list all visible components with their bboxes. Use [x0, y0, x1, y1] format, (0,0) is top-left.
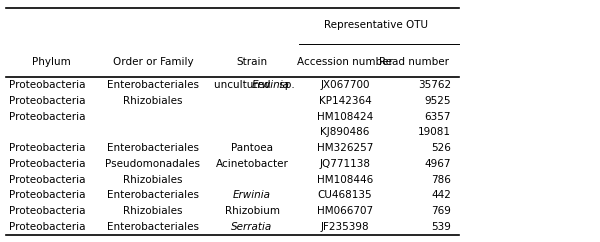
Text: 769: 769: [431, 206, 451, 216]
Text: uncultured: uncultured: [214, 80, 274, 90]
Text: JF235398: JF235398: [320, 222, 370, 232]
Text: 19081: 19081: [418, 128, 451, 137]
Text: Order or Family: Order or Family: [113, 57, 193, 67]
Text: JX067700: JX067700: [320, 80, 370, 90]
Text: Proteobacteria: Proteobacteria: [9, 222, 86, 232]
Text: Pantoea: Pantoea: [231, 143, 273, 153]
Text: Rhizobiales: Rhizobiales: [123, 206, 183, 216]
Text: Enterobacteriales: Enterobacteriales: [107, 222, 199, 232]
Text: Enterobacteriales: Enterobacteriales: [107, 143, 199, 153]
Text: JQ771138: JQ771138: [320, 159, 371, 169]
Text: 4967: 4967: [425, 159, 451, 169]
Text: Proteobacteria: Proteobacteria: [9, 143, 86, 153]
Text: 35762: 35762: [418, 80, 451, 90]
Text: Serratia: Serratia: [232, 222, 272, 232]
Text: HM108424: HM108424: [317, 112, 373, 122]
Text: Enterobacteriales: Enterobacteriales: [107, 190, 199, 200]
Text: Proteobacteria: Proteobacteria: [9, 80, 86, 90]
Text: Representative OTU: Representative OTU: [324, 20, 428, 30]
Text: HM066707: HM066707: [317, 206, 373, 216]
Text: 9525: 9525: [425, 96, 451, 106]
Text: 526: 526: [431, 143, 451, 153]
Text: HM108446: HM108446: [317, 175, 373, 185]
Text: Erwinia: Erwinia: [233, 190, 271, 200]
Text: KP142364: KP142364: [319, 96, 371, 106]
Text: 6357: 6357: [425, 112, 451, 122]
Text: Proteobacteria: Proteobacteria: [9, 112, 86, 122]
Text: Proteobacteria: Proteobacteria: [9, 175, 86, 185]
Text: Pseudomonadales: Pseudomonadales: [106, 159, 200, 169]
Text: Strain: Strain: [236, 57, 268, 67]
Text: 442: 442: [431, 190, 451, 200]
Text: HM326257: HM326257: [317, 143, 373, 153]
Text: Proteobacteria: Proteobacteria: [9, 206, 86, 216]
Text: Rhizobium: Rhizobium: [224, 206, 280, 216]
Text: Accession number: Accession number: [297, 57, 393, 67]
Text: Phylum: Phylum: [32, 57, 70, 67]
Text: Proteobacteria: Proteobacteria: [9, 96, 86, 106]
Text: Proteobacteria: Proteobacteria: [9, 159, 86, 169]
Text: Rhizobiales: Rhizobiales: [123, 96, 183, 106]
Text: Enterobacteriales: Enterobacteriales: [107, 80, 199, 90]
Text: Rhizobiales: Rhizobiales: [123, 175, 183, 185]
Text: KJ890486: KJ890486: [320, 128, 370, 137]
Text: Acinetobacter: Acinetobacter: [215, 159, 289, 169]
Text: 539: 539: [431, 222, 451, 232]
Text: sp.: sp.: [277, 80, 295, 90]
Text: Proteobacteria: Proteobacteria: [9, 190, 86, 200]
Text: 786: 786: [431, 175, 451, 185]
Text: CU468135: CU468135: [317, 190, 373, 200]
Text: Read number: Read number: [379, 57, 449, 67]
Text: Erwinia: Erwinia: [252, 80, 290, 90]
